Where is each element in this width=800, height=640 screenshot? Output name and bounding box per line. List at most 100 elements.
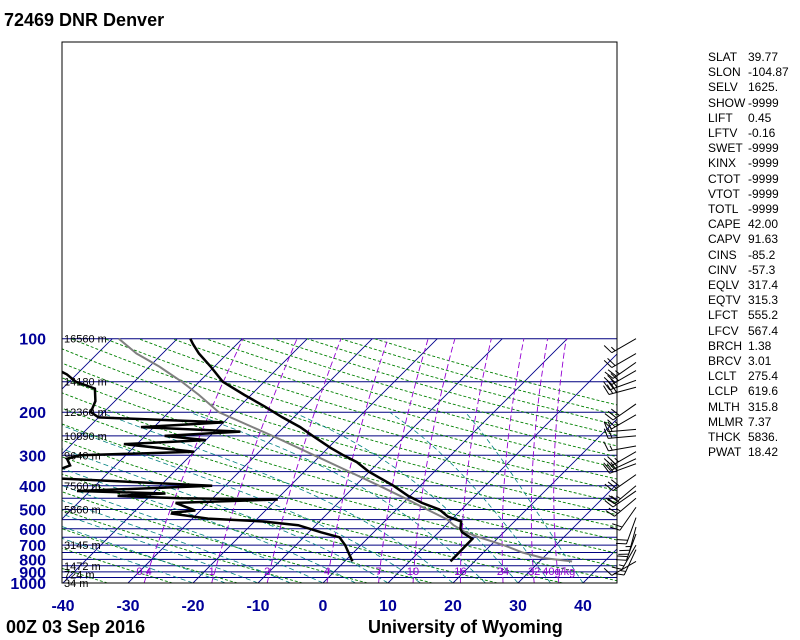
index-row: CTOT -9999 xyxy=(708,172,789,187)
index-key: BRCH xyxy=(708,338,743,353)
dry-adiabat-line xyxy=(104,338,617,492)
chart-title: 72469 DNR Denver xyxy=(4,10,165,30)
temperature-tick-label: 30 xyxy=(509,598,527,615)
height-label: 14180 m xyxy=(64,377,107,389)
index-value: 275.4 xyxy=(748,369,779,384)
wind-barb-flag xyxy=(607,497,617,506)
mixing-ratio-label: 40g/kg xyxy=(542,566,575,578)
wind-barb-staff xyxy=(612,490,637,508)
height-label: 7560 m xyxy=(64,481,101,493)
plot-border xyxy=(61,41,618,584)
dry-adiabat-line xyxy=(62,456,498,583)
wind-barb-flag xyxy=(604,483,614,492)
moist-adiabat-line xyxy=(62,513,259,583)
wind-barb-flag xyxy=(607,369,617,377)
wind-barb-staff xyxy=(611,338,637,354)
index-value: -85.2 xyxy=(748,247,776,262)
wind-barb xyxy=(603,428,637,439)
wind-barb-staff xyxy=(619,507,637,531)
index-value: -9999 xyxy=(748,186,779,201)
wind-barb-flag xyxy=(610,459,619,468)
index-row: SLON -104.87 xyxy=(708,65,789,80)
wind-barb xyxy=(603,338,637,354)
index-key: PWAT xyxy=(708,445,742,460)
index-row: CAPE 42.00 xyxy=(708,217,789,232)
index-row: PWAT 18.42 xyxy=(708,445,789,460)
wind-barb-half-flag xyxy=(611,346,616,352)
index-row: MLTH 315.8 xyxy=(708,400,789,415)
wind-barb-flag xyxy=(603,421,609,432)
index-value: 18.42 xyxy=(748,445,779,460)
height-label: 9640 m xyxy=(64,450,101,462)
index-row: THCK 5836. xyxy=(708,430,789,445)
moist-adiabat-line xyxy=(62,425,421,583)
index-value: 1625. xyxy=(748,80,779,95)
moist-adiabat-line xyxy=(99,411,454,583)
index-key: LFTV xyxy=(708,126,738,141)
moist-adiabat-line xyxy=(189,411,486,583)
index-key: CINV xyxy=(708,262,737,277)
index-key: EQLV xyxy=(708,278,740,293)
wind-barb-staff xyxy=(611,370,637,385)
mixing-ratio-line xyxy=(378,338,429,583)
wind-barb-flag xyxy=(608,507,618,515)
dry-adiabat-line xyxy=(62,439,563,583)
moist-adiabat-line xyxy=(465,411,584,583)
wind-barb xyxy=(604,474,637,492)
dry-adiabat-line xyxy=(239,338,617,447)
wind-barb-flag xyxy=(606,463,614,473)
pressure-tick-label: 300 xyxy=(19,448,46,465)
index-key: CAPE xyxy=(708,217,741,232)
isotherm-line xyxy=(322,338,568,583)
index-row: CINS -85.2 xyxy=(708,248,789,263)
dry-adiabat-line xyxy=(62,491,368,583)
index-key: SWET xyxy=(708,141,743,156)
dry-adiabat-line xyxy=(205,338,617,458)
wind-barb xyxy=(603,414,637,430)
wind-barb-flag xyxy=(617,539,628,541)
wind-barb xyxy=(603,461,637,474)
index-row: SHOW -9999 xyxy=(708,96,789,111)
index-value: -9999 xyxy=(748,171,779,186)
index-value: -104.87 xyxy=(748,65,789,80)
wind-barb-staff xyxy=(612,474,637,492)
pressure-tick-label: 400 xyxy=(19,479,46,496)
wind-barb-staff xyxy=(611,451,637,467)
dry-adiabat-line xyxy=(172,338,617,469)
index-value: -9999 xyxy=(748,156,779,171)
dry-adiabat-line xyxy=(62,407,617,568)
wind-barb-half-flag xyxy=(620,570,626,572)
index-key: LCLP xyxy=(708,384,739,399)
wind-barb-flag xyxy=(606,460,615,470)
height-label: 10890 m xyxy=(64,431,107,443)
wind-barb-flag xyxy=(610,373,619,381)
index-value: 567.4 xyxy=(748,323,779,338)
height-label: 12360 m xyxy=(64,407,107,419)
index-key: CTOT xyxy=(708,171,741,186)
moist-adiabat-line xyxy=(292,411,519,583)
wind-barb-flag xyxy=(603,381,611,391)
index-value: 42.00 xyxy=(748,217,779,232)
dry-adiabat-line xyxy=(71,338,617,504)
temperature-tick-label: 20 xyxy=(444,598,462,615)
wind-barb-staff xyxy=(611,560,637,576)
moist-adiabat-line xyxy=(62,500,291,583)
index-row: LFTV -0.16 xyxy=(708,126,789,141)
index-value: 3.01 xyxy=(748,354,772,369)
dry-adiabat-line xyxy=(62,509,303,583)
isotherm-line xyxy=(517,483,617,583)
dry-adiabat-line xyxy=(62,377,617,541)
mixing-ratio-line xyxy=(211,338,298,583)
moist-adiabat-line xyxy=(62,485,324,583)
wind-barb-half-flag xyxy=(615,495,621,500)
index-row: CINV -57.3 xyxy=(708,263,789,278)
isotherm-line xyxy=(192,338,438,583)
index-row: SELV 1625. xyxy=(708,80,789,95)
index-key: LFCT xyxy=(708,308,738,323)
wind-barb-staff xyxy=(623,549,637,576)
index-key: TOTL xyxy=(708,202,739,217)
wind-barb-staff xyxy=(611,414,637,430)
wind-barb-flag xyxy=(607,410,617,419)
wind-barb-flag xyxy=(611,566,623,570)
wind-barb xyxy=(603,383,637,395)
